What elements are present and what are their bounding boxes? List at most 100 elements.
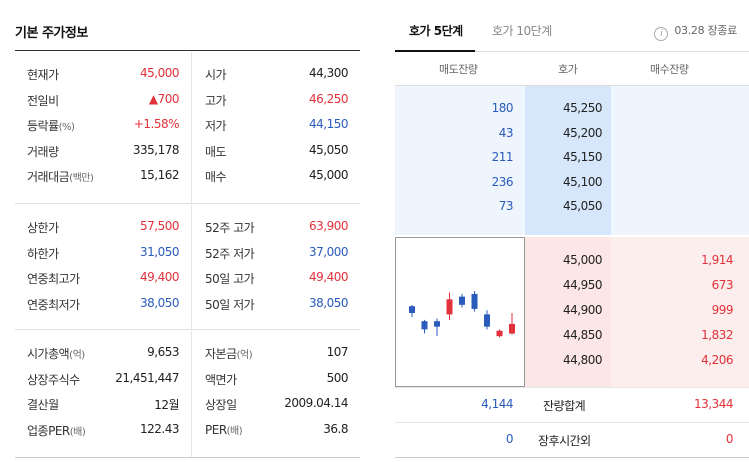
bid-row[interactable]: 44,850 1,832 bbox=[395, 324, 749, 349]
bid-price: 44,800 bbox=[563, 353, 603, 367]
candle-body bbox=[434, 321, 440, 327]
ask-price: 45,100 bbox=[563, 174, 603, 189]
info-row: 결산월 12월 상장일 2009.04.14 bbox=[15, 392, 360, 417]
tabs-divider bbox=[475, 51, 749, 52]
order-book-panel: 호가 5단계 호가 10단계 i 03.28 장종료 매도잔량 호가 매수잔량 1… bbox=[395, 0, 749, 462]
info-label: 50일 고가 bbox=[205, 272, 255, 286]
bid-price: 44,850 bbox=[563, 328, 603, 342]
column-divider bbox=[191, 52, 192, 203]
info-value: 38,050 bbox=[140, 295, 180, 310]
info-value: 46,250 bbox=[309, 91, 349, 106]
ask-row[interactable]: 236 45,100 bbox=[395, 171, 749, 196]
candle-body bbox=[446, 299, 453, 315]
ask-qty: 180 bbox=[491, 101, 514, 115]
info-value: 2009.04.14 bbox=[284, 396, 348, 410]
info-label: 현재가 bbox=[27, 68, 59, 82]
header-price: 호가 bbox=[558, 63, 578, 76]
ask-row[interactable]: 180 45,250 bbox=[395, 97, 749, 122]
ask-price: 45,250 bbox=[563, 101, 603, 115]
info-label: 업종PER(배) bbox=[27, 423, 86, 438]
info-value: 335,178 bbox=[132, 142, 180, 157]
info-label: 거래대금(백만) bbox=[27, 170, 94, 184]
info-value: 500 bbox=[326, 370, 349, 385]
ask-qty: 236 bbox=[491, 174, 514, 189]
ask-qty: 211 bbox=[491, 150, 514, 164]
bid-row[interactable]: 44,800 4,206 bbox=[395, 349, 749, 374]
section-divider bbox=[15, 457, 360, 458]
info-row: 연중최고가 49,400 50일 고가 49,400 bbox=[15, 266, 360, 291]
info-label: 상장주식수 bbox=[27, 372, 80, 387]
active-tab-indicator bbox=[395, 50, 475, 52]
tab-10-levels[interactable]: 호가 10단계 bbox=[492, 24, 552, 38]
info-row: 상장주식수 21,451,447 액면가 500 bbox=[15, 367, 360, 392]
header-bid-qty: 매수잔량 bbox=[650, 63, 689, 76]
info-row: 상한가 57,500 52주 고가 63,900 bbox=[15, 215, 360, 240]
column-divider bbox=[191, 331, 192, 457]
info-icon[interactable]: i bbox=[654, 27, 669, 41]
summary-divider bbox=[395, 387, 749, 388]
info-label: 저가 bbox=[205, 119, 227, 133]
panel-title: 기본 주가정보 bbox=[15, 26, 88, 41]
candle-body bbox=[509, 323, 515, 334]
tab-5-levels[interactable]: 호가 5단계 bbox=[409, 24, 463, 38]
mini-candlestick-chart bbox=[409, 291, 515, 338]
section-divider bbox=[15, 203, 360, 204]
info-label: 액면가 bbox=[205, 372, 237, 387]
title-divider bbox=[15, 50, 360, 51]
candle-body bbox=[496, 330, 503, 337]
info-value: 9,653 bbox=[147, 345, 179, 359]
info-value: 37,000 bbox=[309, 244, 349, 259]
info-label: 상한가 bbox=[27, 221, 59, 235]
info-label: 연중최고가 bbox=[27, 272, 80, 286]
bid-row[interactable]: 44,950 673 bbox=[395, 274, 749, 299]
after-hours-bid-qty: 0 bbox=[725, 432, 734, 446]
ask-row[interactable]: 73 45,050 bbox=[395, 195, 749, 220]
info-value: 21,451,447 bbox=[115, 370, 179, 385]
header-ask-qty: 매도잔량 bbox=[439, 63, 478, 76]
total-remaining-row: 4,144 잔량합계 13,344 bbox=[395, 388, 749, 422]
after-hours-row: 0 장후시간외 0 bbox=[395, 423, 749, 457]
section-divider bbox=[15, 329, 360, 330]
bid-price-column bbox=[525, 237, 611, 387]
info-value: 12월 bbox=[154, 398, 179, 412]
candle-body bbox=[484, 314, 490, 327]
info-label: 상장일 bbox=[205, 398, 237, 412]
after-hours-label: 장후시간외 bbox=[538, 434, 591, 448]
after-hours-ask-qty: 0 bbox=[505, 432, 514, 446]
info-label: 52주 고가 bbox=[205, 221, 255, 235]
info-label: 자본금(억) bbox=[205, 347, 253, 361]
total-bid-qty: 13,344 bbox=[694, 397, 734, 411]
ask-row[interactable]: 211 45,150 bbox=[395, 146, 749, 171]
info-label: 거래량 bbox=[27, 144, 59, 159]
ask-qty: 73 bbox=[498, 199, 514, 213]
bid-qty: 1,832 bbox=[701, 328, 733, 342]
info-row: 등락률(%) +1.58% 저가 44,150 bbox=[15, 113, 360, 138]
info-label: 시가총액(억) bbox=[27, 347, 85, 361]
info-label: 52주 저가 bbox=[205, 246, 255, 261]
info-value: 45,000 bbox=[140, 66, 180, 80]
info-label: 결산월 bbox=[27, 398, 59, 412]
info-row: 업종PER(배) 122.43 PER(배) 36.8 bbox=[15, 418, 360, 443]
total-label: 잔량합계 bbox=[543, 399, 586, 413]
candle-body bbox=[421, 321, 428, 330]
info-row: 시가총액(억) 9,653 자본금(억) 107 bbox=[15, 341, 360, 366]
bid-price: 44,950 bbox=[563, 278, 603, 292]
ask-row[interactable]: 43 45,200 bbox=[395, 122, 749, 147]
intraday-mini-chart bbox=[395, 237, 525, 387]
info-row: 하한가 31,050 52주 저가 37,000 bbox=[15, 241, 360, 266]
summary-divider bbox=[395, 457, 749, 458]
info-row: 전일비 ▲700 고가 46,250 bbox=[15, 88, 360, 113]
bid-qty-column bbox=[611, 237, 749, 387]
bid-row[interactable]: 44,900 999 bbox=[395, 299, 749, 324]
summary-divider bbox=[395, 422, 749, 423]
info-value: 63,900 bbox=[309, 219, 349, 233]
bid-qty: 1,914 bbox=[701, 253, 733, 267]
info-value: ▲700 bbox=[148, 91, 180, 106]
info-value: +1.58% bbox=[133, 117, 180, 131]
total-ask-qty: 4,144 bbox=[481, 397, 513, 411]
ask-price-column bbox=[525, 86, 611, 235]
bid-row[interactable]: 45,000 1,914 bbox=[395, 249, 749, 274]
candle-body bbox=[471, 293, 478, 309]
info-value: 45,000 bbox=[309, 168, 349, 182]
ask-qty: 43 bbox=[498, 125, 514, 140]
